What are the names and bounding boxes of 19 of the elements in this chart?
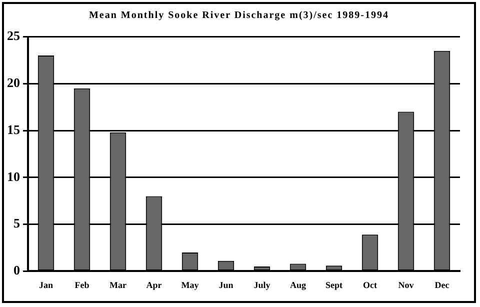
y-tick-label: 20 bbox=[7, 75, 20, 90]
x-tick-label: Aug bbox=[290, 280, 306, 290]
x-tick-label: May bbox=[181, 280, 200, 290]
x-tick-label: Dec bbox=[434, 280, 450, 290]
x-tick-label: Sept bbox=[325, 280, 343, 290]
y-tick-label: 15 bbox=[7, 122, 20, 137]
y-tick-label: 5 bbox=[14, 216, 20, 231]
x-tick-label: Nov bbox=[398, 280, 414, 290]
x-tick-label: Mar bbox=[110, 280, 126, 290]
x-tick-label: Feb bbox=[74, 280, 90, 290]
x-tick-label: Jun bbox=[218, 280, 234, 290]
x-tick-label: Oct bbox=[363, 280, 377, 290]
y-tick-label: 0 bbox=[14, 262, 20, 278]
x-tick-label: Jan bbox=[38, 280, 54, 290]
chart-title: Mean Monthly Sooke River Discharge m(3)/sec 1989-1994 bbox=[88, 10, 390, 21]
x-tick-label: Apr bbox=[146, 280, 162, 290]
y-tick-label: 10 bbox=[7, 168, 20, 184]
y-tick-label: 25 bbox=[7, 28, 20, 44]
x-tick-label: July bbox=[254, 280, 271, 290]
